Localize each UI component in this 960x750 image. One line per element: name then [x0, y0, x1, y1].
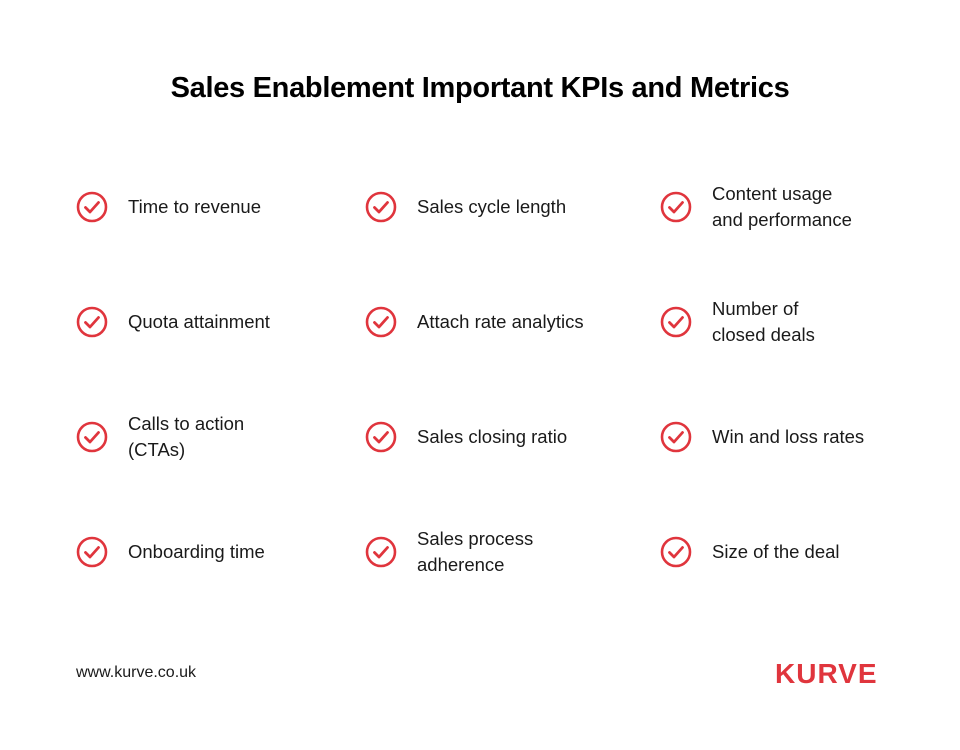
metric-label: Size of the deal	[712, 541, 840, 562]
check-circle-icon	[365, 191, 397, 223]
metric-item: Sales process adherence	[365, 522, 635, 582]
metric-item: Attach rate analytics	[365, 292, 635, 352]
metric-label: Attach rate analytics	[417, 311, 584, 332]
metric-label: Quota attainment	[128, 311, 270, 332]
metric-item: Sales closing ratio	[365, 407, 635, 467]
metric-label: Win and loss rates	[712, 426, 865, 447]
metric-item: Sales cycle length	[365, 177, 635, 237]
check-circle-icon	[660, 421, 692, 453]
metric-item: Content usage and performance	[660, 177, 900, 237]
footer-url[interactable]: www.kurve.co.uk	[76, 664, 197, 681]
metric-item: Calls to action (CTAs)	[76, 407, 346, 467]
check-circle-icon	[76, 421, 108, 453]
metric-label: Calls to action (CTAs)	[128, 413, 245, 460]
metric-label: Content usage and performance	[712, 183, 852, 230]
metric-item: Number of closed deals	[660, 292, 900, 352]
page-title: Sales Enablement Important KPIs and Metr…	[170, 72, 790, 104]
metric-label: Sales closing ratio	[417, 426, 568, 447]
metric-label: Sales cycle length	[417, 196, 567, 217]
check-circle-icon	[76, 191, 108, 223]
metric-label: Number of closed deals	[712, 298, 815, 345]
metric-label: Onboarding time	[128, 541, 265, 562]
check-circle-icon	[76, 536, 108, 568]
kurve-logo: KURVE	[775, 658, 878, 689]
check-circle-icon	[660, 536, 692, 568]
metric-item: Win and loss rates	[660, 407, 900, 467]
metric-label: Sales process adherence	[417, 528, 534, 575]
check-circle-icon	[660, 191, 692, 223]
metric-label: Time to revenue	[128, 196, 261, 217]
check-circle-icon	[660, 306, 692, 338]
metric-item: Onboarding time	[76, 522, 346, 582]
check-circle-icon	[365, 536, 397, 568]
check-circle-icon	[365, 421, 397, 453]
metric-item: Quota attainment	[76, 292, 346, 352]
metric-item: Size of the deal	[660, 522, 900, 582]
check-circle-icon	[76, 306, 108, 338]
check-circle-icon	[365, 306, 397, 338]
metric-item: Time to revenue	[76, 177, 346, 237]
